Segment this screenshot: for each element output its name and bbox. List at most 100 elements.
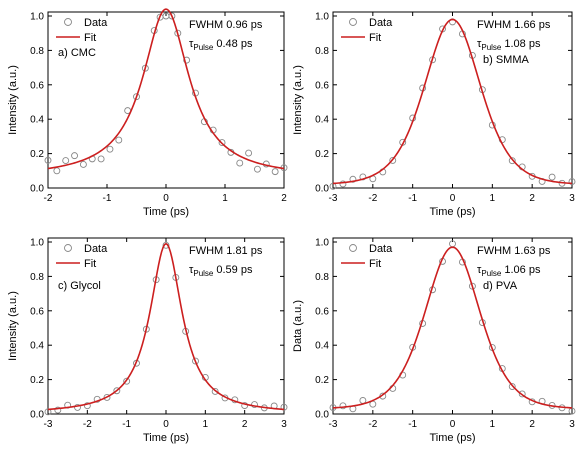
x-tick-label: 2 (529, 419, 535, 430)
x-tick-label: -2 (44, 193, 53, 204)
legend-data-marker (64, 244, 72, 252)
data-point (245, 149, 253, 157)
y-tick-label: 0.6 (315, 306, 329, 317)
data-point (251, 401, 258, 408)
data-point (44, 156, 52, 164)
x-axis-label: Time (ps) (143, 432, 189, 444)
y-axis-label: Intensity (a.u.) (7, 65, 19, 135)
data-point (254, 165, 261, 173)
y-tick-label: 0.8 (30, 272, 44, 283)
data-point (79, 160, 87, 168)
y-tick-label: 0.4 (30, 115, 44, 126)
data-point (192, 357, 199, 365)
data-point (508, 383, 516, 390)
y-axis-label: Data (a.u.) (292, 300, 304, 352)
x-tick-label: 1 (203, 419, 209, 430)
data-point (83, 402, 91, 410)
data-point (53, 167, 61, 175)
fit-line (47, 8, 285, 170)
data-point (74, 403, 81, 411)
x-tick-label: 0 (163, 193, 169, 204)
x-tick-label: 2 (529, 193, 535, 204)
y-tick-label: 1.0 (30, 12, 44, 23)
data-point (271, 168, 279, 176)
x-tick-label: -1 (408, 419, 417, 430)
tau-value: 1.06 ps (504, 264, 541, 276)
x-axis-label: Time (ps) (143, 206, 189, 218)
x-axis-label: Time (ps) (429, 432, 475, 444)
x-tick-label: -1 (408, 193, 417, 204)
panel-label: d) PVA (483, 280, 518, 292)
y-tick-label: 1.0 (315, 238, 329, 249)
legend-fit-label: Fit (369, 258, 381, 270)
fwhm-annotation: FWHM 1.63 ps (477, 245, 551, 257)
y-tick-label: 0.8 (315, 46, 329, 57)
data-point (548, 173, 556, 181)
legend-fit-label: Fit (84, 32, 96, 44)
chart-panel-3: -3 -2 -1 0 1 2 3 0.0 0.2 0.4 0.6 0.8 1.0 Time (ps) Int… (7, 237, 288, 444)
x-tick-label: 0 (163, 419, 169, 430)
tau-symbol: τ (189, 264, 194, 276)
data-point (218, 139, 226, 147)
data-point (115, 136, 123, 144)
legend-data-label: Data (369, 243, 393, 255)
data-point (211, 388, 219, 395)
chart-panel-1: -2 -1 0 1 2 0.0 0.2 0.4 0.6 0.8 1.0 Time (ps) Intens… (7, 8, 288, 218)
x-tick-label: -2 (368, 193, 377, 204)
data-point (339, 180, 347, 188)
legend-data-marker (349, 244, 357, 252)
y-tick-label: 0.0 (30, 184, 44, 195)
panel-label: b) SMMA (483, 54, 530, 66)
x-tick-label: 0 (450, 419, 456, 430)
y-tick-label: 0.0 (315, 410, 329, 421)
data-point (106, 145, 114, 153)
x-tick-label: -1 (122, 419, 131, 430)
legend-data-label: Data (84, 243, 108, 255)
x-tick-label: -1 (103, 193, 112, 204)
tau-value: 1.08 ps (504, 38, 541, 50)
y-tick-label: 0.0 (315, 184, 329, 195)
y-tick-label: 0.4 (315, 115, 329, 126)
y-tick-label: 0.0 (30, 410, 44, 421)
fit-line (332, 246, 573, 409)
y-tick-label: 0.8 (315, 272, 329, 283)
tau-value: 0.48 ps (216, 38, 253, 50)
y-tick-label: 0.6 (30, 306, 44, 317)
x-tick-label: 3 (569, 193, 575, 204)
y-tick-label: 0.2 (30, 149, 44, 160)
data-point (103, 394, 111, 401)
data-point (280, 403, 288, 411)
y-tick-label: 0.2 (315, 149, 329, 160)
y-tick-label: 0.8 (30, 46, 44, 57)
legend-data-label: Data (369, 17, 393, 29)
x-tick-label: 3 (569, 419, 575, 430)
y-tick-label: 1.0 (315, 12, 329, 23)
x-tick-label: -3 (329, 419, 338, 430)
y-tick-label: 0.4 (315, 341, 329, 352)
tau-annotation: τPulse 0.59 ps (189, 264, 253, 278)
data-point (568, 178, 576, 186)
y-tick-label: 0.6 (30, 80, 44, 91)
legend-data-label: Data (84, 17, 108, 29)
tau-annotation: τPulse 0.48 ps (189, 38, 253, 52)
x-tick-label: 2 (281, 193, 287, 204)
data-point (241, 402, 249, 410)
y-tick-label: 1.0 (30, 238, 44, 249)
data-point (183, 56, 191, 64)
panel-label: c) Glycol (58, 280, 101, 292)
chart-panel-4: -3 -2 -1 0 1 2 3 0.0 0.2 0.4 0.6 0.8 1.0 Time (ps) Dat… (292, 237, 576, 444)
x-tick-label: -3 (44, 419, 53, 430)
data-point (162, 241, 170, 249)
data-point (359, 173, 367, 181)
data-point (54, 406, 62, 414)
y-axis-label: Intensity (a.u.) (292, 65, 304, 135)
x-tick-label: -2 (83, 419, 92, 430)
data-point (518, 390, 526, 398)
data-point (236, 159, 244, 167)
tau-value: 0.59 ps (216, 264, 253, 276)
tau-symbol: τ (477, 264, 482, 276)
legend-fit-label: Fit (84, 258, 96, 270)
data-point (62, 157, 70, 165)
tau-subscript: Pulse (193, 269, 214, 278)
y-tick-label: 0.2 (30, 375, 44, 386)
